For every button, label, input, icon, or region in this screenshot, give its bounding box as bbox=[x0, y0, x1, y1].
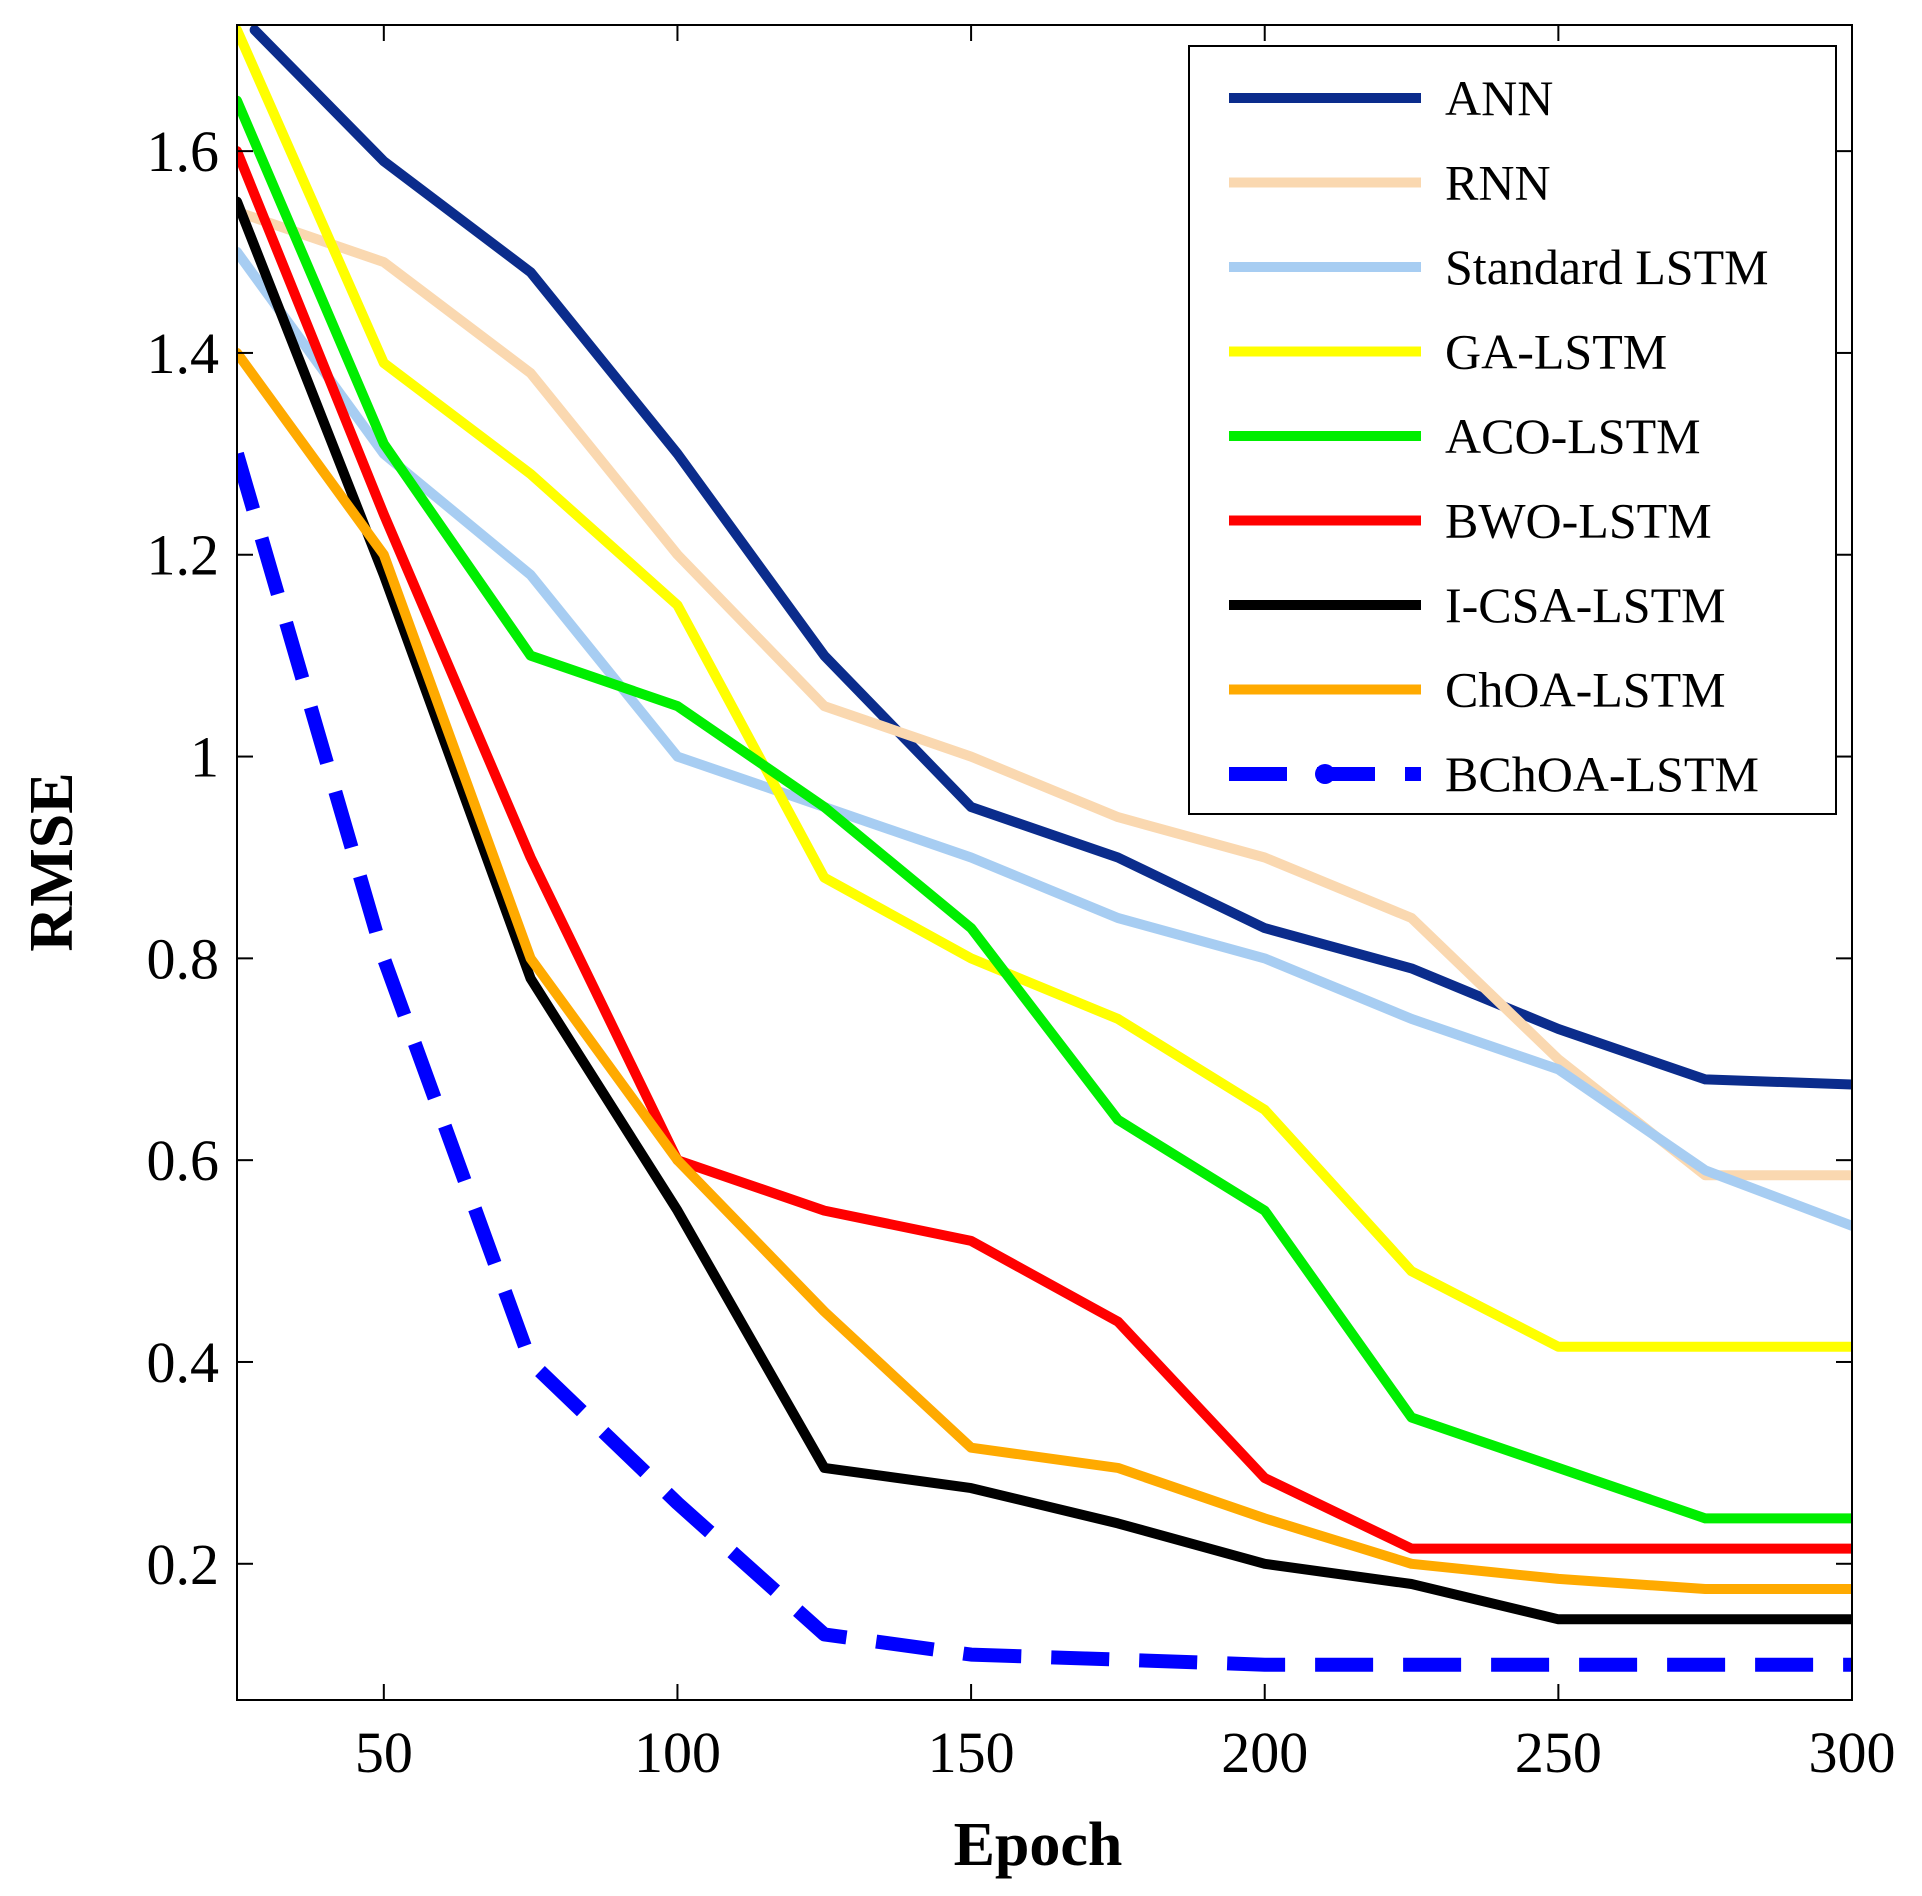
x-tick-label: 50 bbox=[355, 1720, 413, 1785]
series-line-i-csa-lstm bbox=[237, 196, 1852, 1625]
series-line-ga-lstm bbox=[237, 25, 1852, 1352]
y-tick-label: 1 bbox=[190, 725, 219, 790]
series-line-rnn bbox=[237, 206, 1852, 1181]
plot-lines bbox=[237, 25, 1852, 1672]
axis-ticks: 50 100 150 200 250 300 0.2 0.4 0.6 0.8 1 1.2 1.4 1.6 bbox=[147, 25, 1896, 1785]
legend-label-aco-lstm: ACO-LSTM bbox=[1445, 408, 1701, 464]
legend-label-ann: ANN bbox=[1445, 70, 1553, 126]
legend-label-choa-lstm: ChOA-LSTM bbox=[1445, 662, 1726, 718]
legend-label-rnn: RNN bbox=[1445, 155, 1551, 211]
y-tick-label: 1.6 bbox=[147, 119, 220, 184]
legend-label-standard-lstm: Standard LSTM bbox=[1445, 239, 1769, 295]
series-line-bchoa-lstm bbox=[237, 451, 1852, 1672]
legend-label-ga-lstm: GA-LSTM bbox=[1445, 324, 1667, 380]
x-tick-label: 150 bbox=[928, 1720, 1015, 1785]
y-tick-label: 0.6 bbox=[147, 1128, 220, 1193]
legend: ANN RNN Standard LSTM GA-LSTM ACO-LSTM BWO-LS… bbox=[1188, 45, 1837, 815]
series-line-ann bbox=[249, 25, 1852, 1090]
y-tick-label: 0.4 bbox=[147, 1330, 220, 1395]
y-tick-label: 1.4 bbox=[147, 321, 220, 386]
series-line-standard-lstm bbox=[237, 247, 1852, 1231]
series-line-choa-lstm bbox=[237, 347, 1852, 1594]
series-line-bwo-lstm bbox=[237, 146, 1852, 1554]
y-axis-title: RMSE bbox=[18, 772, 86, 951]
x-tick-label: 200 bbox=[1221, 1720, 1308, 1785]
x-tick-label: 100 bbox=[634, 1720, 721, 1785]
legend-marker-bchoa-lstm bbox=[1315, 764, 1335, 784]
x-tick-label: 300 bbox=[1809, 1720, 1896, 1785]
legend-label-bchoa-lstm: BChOA-LSTM bbox=[1445, 746, 1759, 802]
y-tick-label: 0.8 bbox=[147, 926, 220, 991]
plot-frame bbox=[236, 24, 1853, 1701]
y-tick-label: 1.2 bbox=[147, 523, 220, 588]
x-tick-label: 250 bbox=[1515, 1720, 1602, 1785]
legend-label-bwo-lstm: BWO-LSTM bbox=[1445, 493, 1712, 549]
legend-label-i-csa-lstm: I-CSA-LSTM bbox=[1445, 577, 1726, 633]
series-line-aco-lstm bbox=[237, 95, 1852, 1524]
x-axis-title: Epoch bbox=[954, 1811, 1123, 1879]
y-tick-label: 0.2 bbox=[147, 1532, 220, 1597]
